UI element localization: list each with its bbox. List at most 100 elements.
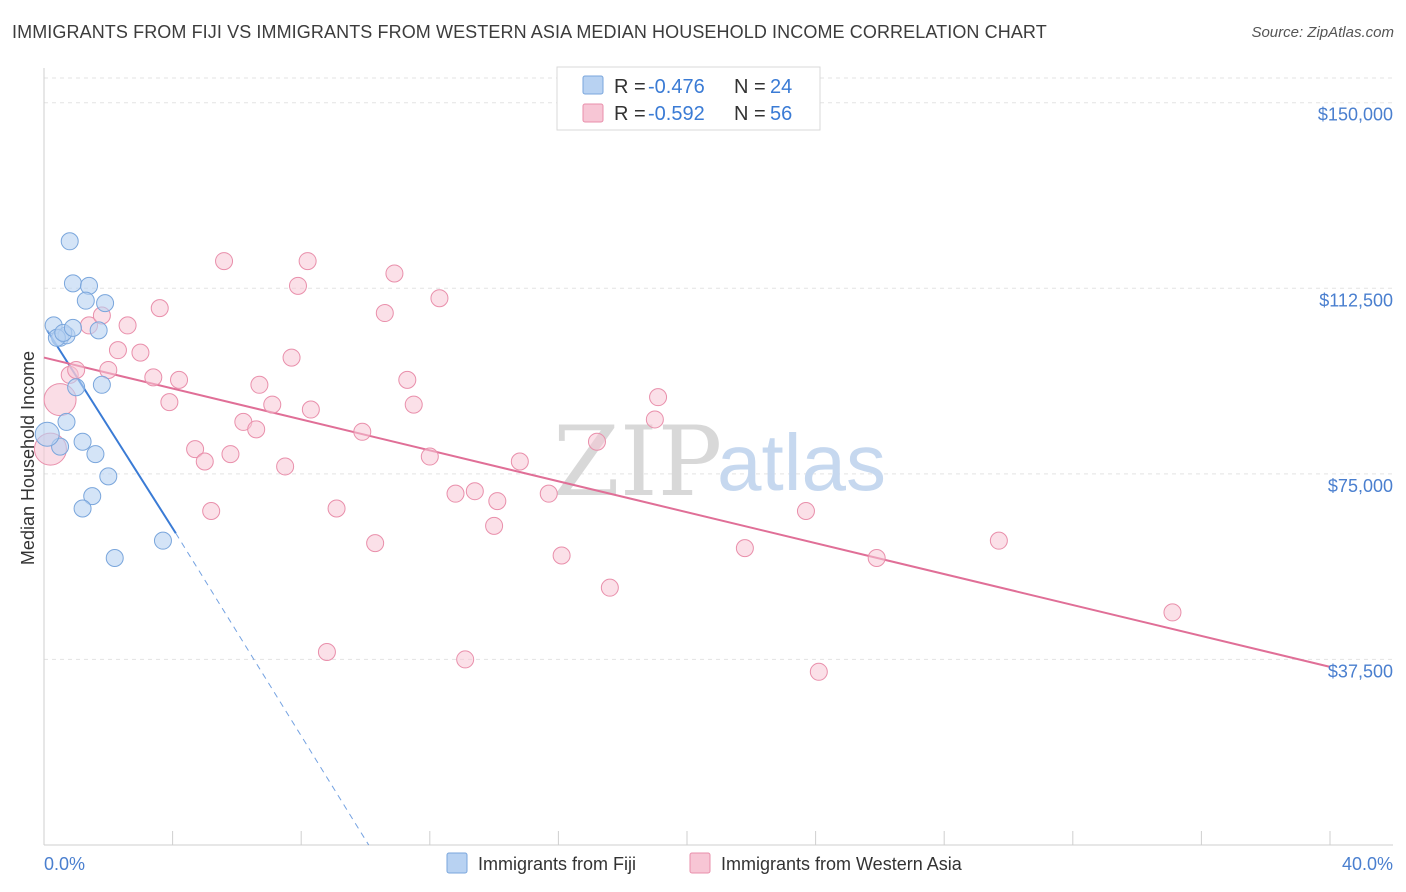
point-fiji	[105, 548, 124, 567]
point-western-asia	[250, 375, 269, 394]
point-western-asia	[375, 304, 394, 323]
chart-title: IMMIGRANTS FROM FIJI VS IMMIGRANTS FROM …	[12, 22, 1047, 42]
point-western-asia	[131, 343, 150, 362]
point-western-asia	[160, 393, 179, 412]
point-western-asia	[735, 539, 754, 558]
legend-r-label-fiji: R =	[614, 76, 646, 98]
point-fiji	[73, 499, 92, 518]
point-western-asia	[282, 348, 301, 367]
point-fiji	[67, 378, 86, 397]
point-fiji	[76, 291, 95, 310]
point-western-asia	[353, 422, 372, 441]
trend-line-fiji	[46, 329, 177, 534]
y-tick-label-3: $150,000	[1318, 105, 1393, 125]
legend-r-label-western-asia: R =	[614, 103, 646, 125]
point-fiji	[99, 467, 118, 486]
point-western-asia	[366, 534, 385, 553]
point-western-asia	[108, 341, 127, 360]
point-western-asia	[263, 395, 282, 414]
point-western-asia	[465, 482, 484, 501]
point-western-asia	[796, 501, 815, 520]
point-western-asia	[99, 360, 118, 379]
point-fiji	[92, 375, 111, 394]
y-tick-label-2: $112,500	[1319, 290, 1393, 310]
point-fiji	[153, 531, 172, 550]
point-western-asia	[420, 447, 439, 466]
point-western-asia	[446, 484, 465, 503]
point-western-asia	[298, 252, 317, 271]
point-western-asia	[867, 548, 886, 567]
y-tick-label-1: $75,000	[1328, 476, 1393, 496]
point-western-asia	[144, 368, 163, 387]
legend-swatch-fiji	[582, 75, 604, 95]
point-western-asia	[150, 299, 169, 318]
point-western-asia	[404, 395, 423, 414]
legend-n-label-fiji: N =	[734, 76, 766, 98]
point-western-asia	[195, 452, 214, 471]
point-western-asia	[398, 370, 417, 389]
point-western-asia	[118, 316, 137, 335]
point-western-asia	[510, 452, 529, 471]
point-fiji	[57, 412, 76, 431]
point-western-asia	[247, 420, 266, 439]
series-legend-swatch-western-asia	[689, 852, 711, 874]
point-western-asia	[385, 264, 404, 283]
point-fiji	[89, 321, 108, 340]
point-fiji	[83, 487, 102, 506]
series-legend: Immigrants from Fiji Immigrants from Wes…	[446, 852, 963, 874]
series-western-asia-points	[33, 252, 1182, 681]
point-western-asia	[301, 400, 320, 419]
point-fiji	[60, 232, 79, 251]
point-western-asia	[276, 457, 295, 476]
watermark: ZIP atlas	[553, 406, 886, 518]
point-fiji	[86, 445, 105, 464]
y-tick-label-0: $37,500	[1328, 661, 1393, 681]
series-legend-swatch-fiji	[446, 852, 468, 874]
trend-line-western-asia	[43, 356, 1331, 668]
point-western-asia	[600, 578, 619, 597]
trend-line-fiji-extension	[175, 532, 370, 846]
series-fiji-points	[34, 232, 172, 567]
x-tick-label-max: 40.0%	[1342, 854, 1393, 874]
legend-n-label-western-asia: N =	[734, 103, 766, 125]
legend-n-value-western-asia: 56	[770, 103, 792, 125]
correlation-legend: R = -0.476 N = 24 R = -0.592 N = 56	[556, 66, 821, 131]
grid-lines	[44, 77, 1393, 660]
point-western-asia	[327, 499, 346, 518]
legend-swatch-western-asia	[582, 103, 604, 123]
point-fiji	[80, 276, 99, 295]
point-western-asia	[456, 650, 475, 669]
point-western-asia	[67, 360, 86, 379]
series-legend-label-western-asia: Immigrants from Western Asia	[721, 854, 963, 874]
point-western-asia	[1163, 603, 1182, 622]
point-western-asia	[649, 388, 668, 407]
point-western-asia	[989, 531, 1008, 550]
trend-lines	[43, 329, 1331, 846]
point-western-asia	[485, 516, 504, 535]
point-western-asia	[317, 643, 336, 662]
point-western-asia	[430, 289, 449, 308]
point-fiji	[96, 294, 115, 313]
point-western-asia	[202, 501, 221, 520]
source-label: Source: ZipAtlas.com	[1251, 24, 1394, 41]
point-western-asia	[809, 662, 828, 681]
legend-n-value-fiji: 24	[770, 76, 792, 98]
legend-r-value-fiji: -0.476	[648, 76, 705, 98]
point-western-asia	[587, 432, 606, 451]
point-western-asia	[488, 492, 507, 511]
point-western-asia	[170, 370, 189, 389]
point-western-asia	[215, 252, 234, 271]
point-western-asia	[288, 276, 307, 295]
point-fiji	[34, 421, 60, 447]
y-axis-label: Median Household Income	[18, 351, 38, 565]
point-western-asia	[552, 546, 571, 565]
point-fiji	[63, 318, 82, 337]
point-fiji	[63, 274, 82, 293]
y-tick-labels: $37,500 $75,000 $112,500 $150,000	[1318, 105, 1393, 682]
legend-r-value-western-asia: -0.592	[648, 103, 705, 125]
point-western-asia	[186, 440, 205, 459]
series-legend-label-fiji: Immigrants from Fiji	[478, 854, 636, 874]
watermark-atlas: atlas	[717, 418, 886, 507]
x-tick-label-min: 0.0%	[44, 854, 85, 874]
